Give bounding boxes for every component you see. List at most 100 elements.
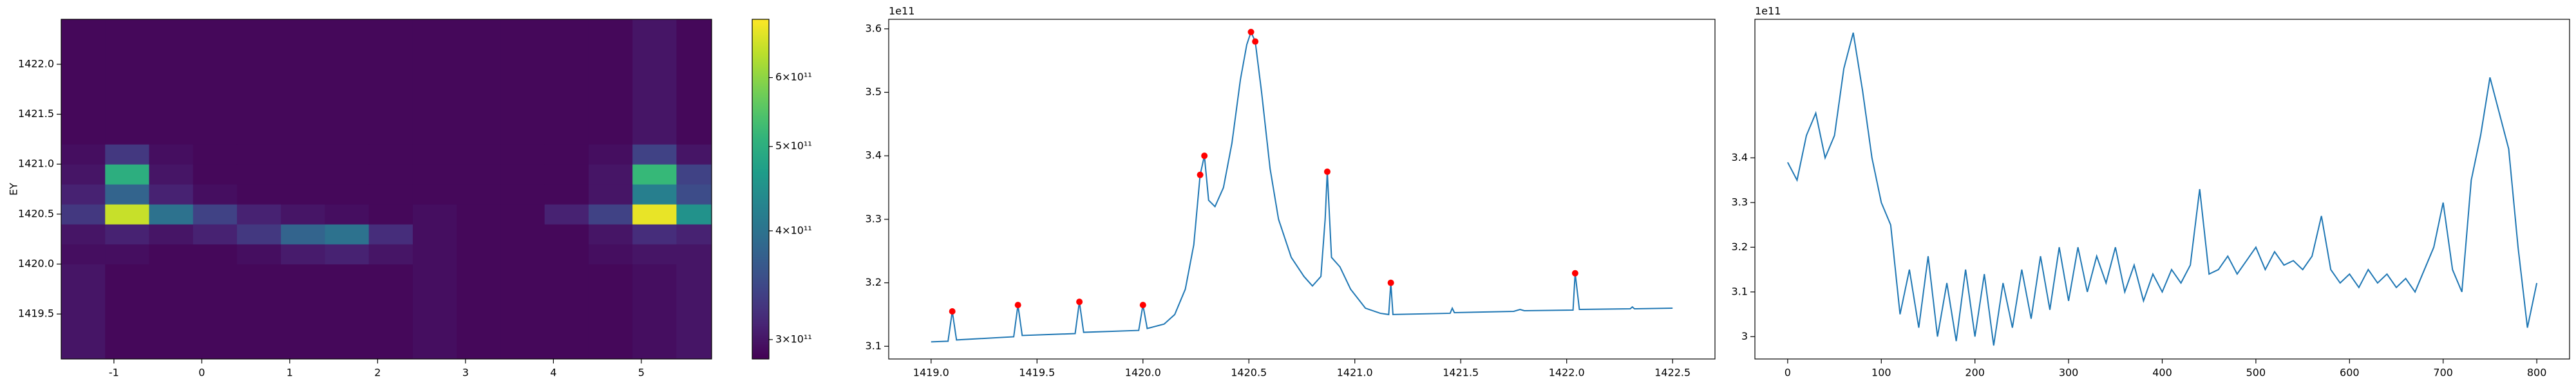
- heatmap-cell: [193, 164, 238, 185]
- x-tick-label: 1422.0: [1549, 367, 1585, 379]
- heatmap-cell: [588, 144, 633, 165]
- x-tick-label: 1420.0: [1125, 367, 1161, 379]
- heatmap-cell: [105, 164, 149, 185]
- peak-marker: [1201, 152, 1208, 160]
- heatmap-cell: [588, 244, 633, 264]
- offset-label: 1e11: [1755, 5, 1781, 17]
- heatmap-cell: [500, 244, 545, 264]
- heatmap-cell: [149, 204, 194, 225]
- heatmap-cell: [61, 164, 106, 185]
- x-tick-label: 100: [1871, 367, 1891, 379]
- heatmap-cell: [588, 184, 633, 205]
- x-tick-label: 1419.5: [1019, 367, 1055, 379]
- heatmap-cell: [632, 224, 677, 244]
- peak-marker: [1197, 171, 1204, 178]
- x-tick-label: 500: [2246, 367, 2266, 379]
- heatmap-cell: [412, 19, 457, 145]
- heatmap-cell: [457, 264, 501, 359]
- x-tick-label: 0: [1785, 367, 1791, 379]
- heatmap-cell: [588, 204, 633, 225]
- y-tick-label: 3.5: [866, 86, 882, 98]
- heatmap: [61, 19, 712, 359]
- heatmap-cell: [105, 19, 149, 145]
- x-tick-label: 1421.5: [1443, 367, 1479, 379]
- heatmap-cell: [457, 184, 501, 205]
- heatmap-cell: [457, 144, 501, 165]
- x-tick-label: 600: [2340, 367, 2360, 379]
- heatmap-cell: [281, 204, 325, 225]
- heatmap-cell: [632, 164, 677, 185]
- heatmap-cell: [281, 164, 325, 185]
- heatmap-cell: [457, 244, 501, 264]
- x-tick-label: 200: [1965, 367, 1985, 379]
- peak-marker: [1252, 38, 1259, 45]
- heatmap-cell: [105, 264, 149, 359]
- heatmap-cell: [368, 224, 413, 244]
- heatmap-cell: [105, 144, 149, 165]
- heatmap-cell: [236, 19, 281, 145]
- heatmap-cell: [193, 224, 238, 244]
- heatmap-cell: [193, 264, 238, 359]
- y-tick-label: 3.4: [1732, 151, 1748, 163]
- x-tick-label: 0: [198, 367, 205, 379]
- heatmap-cell: [500, 224, 545, 244]
- offset-label: 1e11: [889, 5, 914, 17]
- heatmap-cell: [368, 244, 413, 264]
- heatmap-cell: [457, 19, 501, 145]
- y-tick-label: 1419.5: [18, 308, 54, 320]
- heatmap-cell: [325, 19, 370, 145]
- x-tick-label: 1422.5: [1654, 367, 1690, 379]
- heatmap-cell: [193, 204, 238, 225]
- peak-marker: [1014, 302, 1021, 309]
- y-tick-label: 1420.5: [18, 207, 54, 219]
- heatmap-cell: [281, 244, 325, 264]
- heatmap-cell: [500, 204, 545, 225]
- heatmap-cell: [500, 264, 545, 359]
- heatmap-cell: [61, 144, 106, 165]
- x-tick-label: 2: [374, 367, 381, 379]
- y-tick-label: 3.3: [1732, 196, 1748, 208]
- axes-frame: [888, 19, 1716, 360]
- heatmap-cell: [457, 224, 501, 244]
- heatmap-cell: [149, 144, 194, 165]
- y-tick-label: 1422.0: [18, 57, 54, 69]
- heatmap-cell: [588, 224, 633, 244]
- peak-marker: [1076, 299, 1083, 306]
- heatmap-cell: [676, 184, 712, 205]
- heatmap-cell: [281, 19, 325, 145]
- heatmap-cell: [325, 144, 370, 165]
- heatmap-cell: [457, 204, 501, 225]
- heatmap-cell: [61, 204, 106, 225]
- peak-marker: [1247, 28, 1255, 35]
- heatmap-cell: [412, 264, 457, 359]
- heatmap-cell: [236, 164, 281, 185]
- heatmap-cell: [368, 144, 413, 165]
- heatmap-cell: [588, 164, 633, 185]
- peak-marker: [1571, 270, 1578, 277]
- heatmap-cell: [105, 204, 149, 225]
- heatmap-cell: [632, 244, 677, 264]
- heatmap-cell: [236, 204, 281, 225]
- heatmap-cell: [544, 244, 589, 264]
- heatmap-cell: [193, 244, 238, 264]
- heatmap-cell: [105, 244, 149, 264]
- colorbar: [752, 19, 770, 360]
- peak-marker: [949, 308, 956, 315]
- heatmap-cell: [544, 264, 589, 359]
- heatmap-cell: [632, 19, 677, 145]
- colorbar-tick-label: 3×10¹¹: [775, 333, 812, 345]
- heatmap-cell: [61, 264, 106, 359]
- heatmap-cell: [368, 204, 413, 225]
- heatmap-cell: [61, 244, 106, 264]
- heatmap-cell: [412, 164, 457, 185]
- y-tick-label: 3.1: [1732, 285, 1748, 297]
- heatmap-cell: [61, 19, 106, 145]
- heatmap-cell: [544, 184, 589, 205]
- y-tick-label: 1420.0: [18, 257, 54, 270]
- data-line: [1787, 32, 2538, 346]
- peak-marker: [1323, 168, 1331, 175]
- heatmap-cell: [588, 19, 633, 145]
- heatmap-cell: [500, 144, 545, 165]
- heatmap-cell: [193, 144, 238, 165]
